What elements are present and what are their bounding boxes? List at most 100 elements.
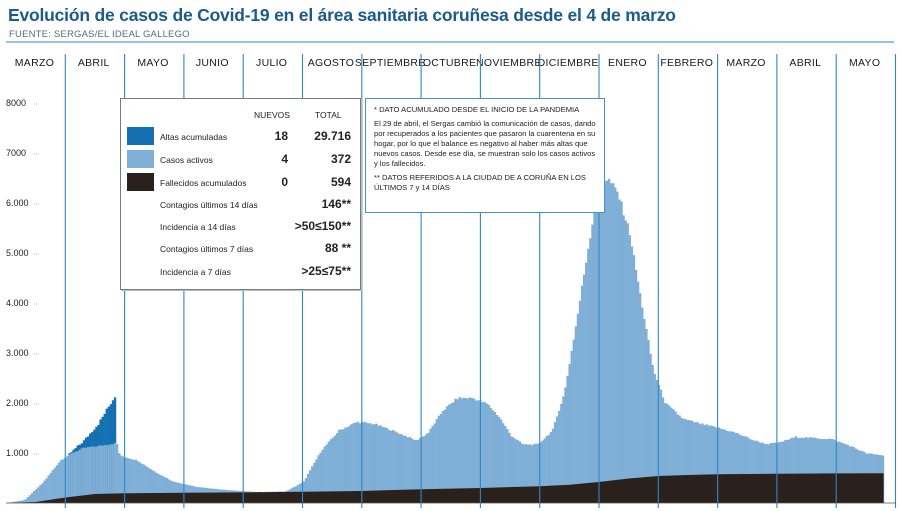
activos-bar — [356, 421, 360, 503]
note-reporting-change: El 29 de abril, el Sergas cambió la comu… — [374, 119, 596, 169]
activos-bar — [22, 500, 25, 503]
activos-bar — [493, 411, 497, 503]
activos-bar — [663, 403, 667, 503]
activos-bar — [636, 281, 640, 503]
activos-bar — [427, 432, 430, 503]
activos-bar — [84, 447, 88, 503]
activos-bar — [354, 422, 358, 503]
activos-bar — [587, 248, 590, 503]
month-label: ABRIL — [78, 57, 110, 69]
activos-bar — [585, 262, 588, 503]
activos-bar — [367, 423, 370, 503]
activos-bar — [70, 453, 73, 503]
activos-bar — [740, 435, 744, 503]
activos-bar — [736, 433, 739, 503]
activos-bar — [105, 445, 108, 503]
activos-bar — [809, 437, 812, 503]
activos-bar — [578, 300, 582, 503]
activos-bar — [14, 501, 17, 503]
activos-bar — [55, 465, 59, 503]
month-label: AGOSTO — [308, 57, 355, 69]
legend-row-fallecidos: Fallecidos acumulados 0 594 — [121, 173, 360, 193]
activos-bar — [614, 187, 617, 503]
activos-bar — [553, 422, 557, 503]
activos-bar — [616, 191, 619, 503]
activos-bar — [142, 464, 146, 503]
activos-bar — [572, 339, 575, 503]
activos-bar — [358, 423, 362, 503]
activos-bar — [462, 397, 465, 503]
activos-bar — [344, 427, 347, 503]
activos-bar — [518, 441, 521, 503]
activos-bar — [504, 425, 507, 503]
activos-bar — [815, 438, 818, 503]
activos-bar — [406, 437, 409, 503]
activos-bar — [412, 439, 416, 503]
activos-bar — [551, 428, 555, 503]
activos-bar — [470, 398, 474, 503]
activos-bar — [74, 451, 77, 503]
activos-bar — [20, 500, 23, 503]
activos-bar — [416, 439, 420, 503]
activos-bar — [91, 446, 94, 503]
activos-bar — [682, 418, 685, 503]
activos-bar — [421, 436, 424, 503]
activos-bar — [531, 445, 534, 503]
activos-bar — [136, 461, 140, 503]
activos-bar — [385, 427, 389, 503]
activos-bar — [576, 313, 580, 503]
activos-bar — [512, 437, 515, 503]
activos-bar — [450, 403, 453, 503]
activos-bar — [423, 435, 426, 503]
chart-title: Evolución de casos de Covid-19 en el áre… — [8, 5, 676, 25]
activos-bar — [705, 424, 708, 503]
activos-bar — [45, 478, 48, 503]
activos-bar — [620, 201, 623, 503]
activos-bar — [744, 436, 748, 503]
activos-bar — [798, 437, 802, 503]
legend-row-incidencia-14: Incidencia a 14 días >50≤150** — [121, 217, 360, 237]
activos-bar — [773, 442, 777, 503]
activos-bar — [784, 439, 787, 503]
activos-bar — [111, 444, 115, 503]
activos-bar — [834, 440, 837, 503]
month-label: DICIEMBRE — [538, 57, 599, 69]
activos-bar — [72, 452, 75, 503]
legend-row-incidencia-7: Incidencia a 7 días >25≤75** — [121, 262, 360, 282]
activos-bar — [659, 389, 663, 503]
activos-bar — [514, 439, 517, 503]
activos-bar — [429, 428, 432, 503]
activos-bar — [107, 444, 111, 503]
activos-bar — [823, 439, 827, 503]
activos-bar — [82, 447, 86, 503]
activos-bar — [819, 438, 822, 503]
activos-bar — [39, 485, 42, 503]
activos-bar — [458, 397, 461, 503]
activos-bar — [524, 444, 528, 503]
activos-bar — [842, 443, 845, 503]
activos-bar — [522, 444, 526, 503]
activos-bar — [30, 493, 34, 503]
activos-bar — [508, 432, 511, 503]
activos-bar — [506, 429, 509, 503]
activos-bar — [410, 438, 414, 503]
legend-row-altas: Altas acumuladas 18 29.716 — [121, 127, 360, 147]
month-label: MAYO — [849, 57, 880, 69]
activos-bar — [93, 446, 96, 503]
activos-bar — [630, 246, 634, 503]
activos-bar — [767, 444, 771, 503]
activos-bar — [595, 200, 598, 503]
activos-bar — [446, 406, 449, 503]
activos-bar — [481, 402, 484, 503]
month-label: MARZO — [15, 57, 54, 69]
activos-bar — [147, 467, 150, 503]
activos-bar — [155, 472, 158, 503]
activos-bar — [371, 424, 374, 503]
activos-bar — [549, 432, 553, 503]
legend-row-contagios-14: Contagios últimos 14 días 146** — [121, 195, 360, 215]
activos-bar — [161, 475, 164, 503]
activos-bar — [541, 440, 544, 503]
activos-bar — [118, 453, 121, 503]
activos-bar — [589, 238, 592, 504]
month-label: MARZO — [726, 57, 765, 69]
